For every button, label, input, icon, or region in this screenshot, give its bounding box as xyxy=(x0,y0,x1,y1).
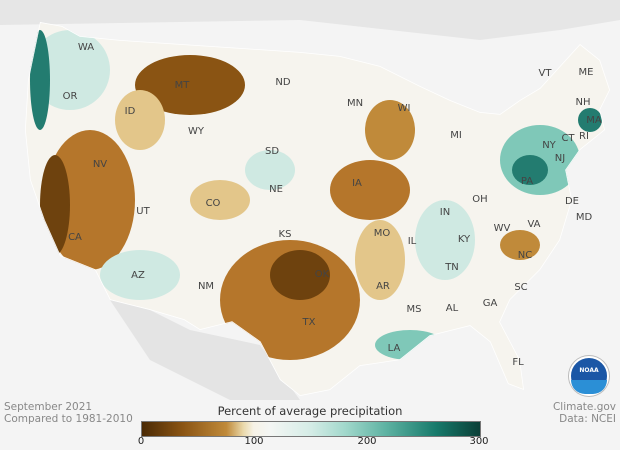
legend-tick: 200 xyxy=(357,436,377,447)
state-label-la: LA xyxy=(388,343,401,354)
state-labels: WA OR CA NV ID MT WY UT AZ CO NM ND SD NE KS OK TX MN IA MO… xyxy=(63,42,602,368)
state-label-ga: GA xyxy=(483,298,498,309)
state-label-ny: NY xyxy=(542,140,556,151)
state-label-nv: NV xyxy=(93,159,107,170)
state-label-ri: RI xyxy=(579,131,589,142)
state-label-ar: AR xyxy=(376,281,390,292)
state-label-nd: ND xyxy=(275,77,290,88)
state-label-mi: MI xyxy=(450,130,462,141)
state-label-oh: OH xyxy=(472,194,487,205)
state-label-vt: VT xyxy=(539,68,553,79)
state-label-sc: SC xyxy=(514,282,527,293)
state-label-tx: TX xyxy=(302,317,316,328)
state-label-ca: CA xyxy=(68,232,82,243)
state-label-mn: MN xyxy=(347,98,363,109)
state-label-wv: WV xyxy=(494,223,511,234)
state-label-ks: KS xyxy=(279,229,292,240)
state-label-al: AL xyxy=(446,303,459,314)
state-label-ia: IA xyxy=(352,178,362,189)
period-label: September 2021 xyxy=(4,401,93,413)
state-label-wy: WY xyxy=(188,126,205,137)
legend-tick: 100 xyxy=(244,436,264,447)
state-label-wi: WI xyxy=(398,103,411,114)
state-label-va: VA xyxy=(527,219,540,230)
state-fills xyxy=(25,22,610,396)
legend-color-bar xyxy=(141,421,481,437)
state-label-az: AZ xyxy=(131,270,145,281)
precipitation-map: WA OR CA NV ID MT WY UT AZ CO NM ND SD NE KS OK TX MN IA MO… xyxy=(0,0,620,400)
state-label-ut: UT xyxy=(136,206,150,217)
state-label-nh: NH xyxy=(576,97,591,108)
baseline-label: Compared to 1981-2010 xyxy=(4,413,133,425)
state-label-in: IN xyxy=(440,207,450,218)
state-label-or: OR xyxy=(63,91,78,102)
state-label-ma: MA xyxy=(586,115,602,126)
state-label-de: DE xyxy=(565,196,579,207)
caption: September 2021 Compared to 1981-2010 xyxy=(4,401,133,425)
state-label-sd: SD xyxy=(265,146,279,157)
state-label-ok: OK xyxy=(315,269,330,280)
data-label: Data: NCEI xyxy=(559,413,616,425)
state-label-il: IL xyxy=(408,236,417,247)
state-label-ms: MS xyxy=(407,304,422,315)
state-label-ky: KY xyxy=(458,234,471,245)
state-label-ne: NE xyxy=(269,184,283,195)
state-label-me: ME xyxy=(579,67,594,78)
canada-landmass xyxy=(0,0,620,40)
legend-tick: 300 xyxy=(469,436,489,447)
legend-tick: 0 xyxy=(137,436,145,447)
credit: Climate.gov Data: NCEI xyxy=(553,401,616,425)
state-label-wa: WA xyxy=(78,42,94,53)
state-label-nc: NC xyxy=(518,250,532,261)
state-label-id: ID xyxy=(125,106,136,117)
noaa-logo: NOAA xyxy=(569,356,609,396)
state-label-mt: MT xyxy=(175,80,191,91)
mexico-landmass xyxy=(110,300,300,400)
state-label-ct: CT xyxy=(561,133,575,144)
state-label-fl: FL xyxy=(512,357,524,368)
state-label-co: CO xyxy=(206,198,221,209)
state-label-md: MD xyxy=(576,212,593,223)
state-label-pa: PA xyxy=(521,176,533,187)
source-label: Climate.gov xyxy=(552,401,616,413)
state-label-mo: MO xyxy=(374,228,391,239)
legend-title: Percent of average precipitation xyxy=(217,404,403,418)
state-label-nm: NM xyxy=(198,281,214,292)
state-label-nj: NJ xyxy=(555,153,565,164)
state-label-tn: TN xyxy=(444,262,459,273)
